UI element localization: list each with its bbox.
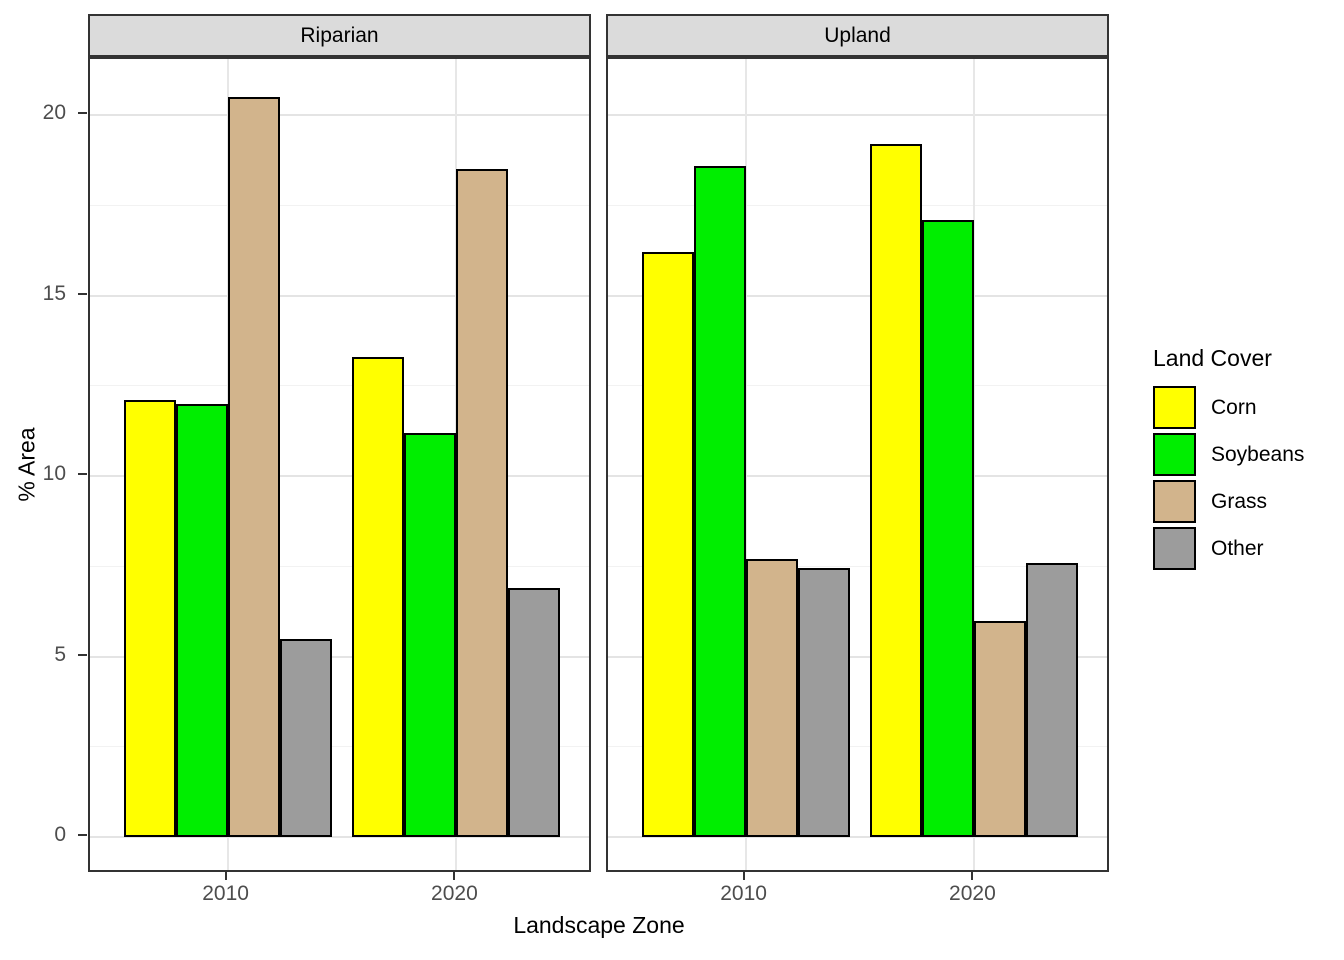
x-tick-label: 2010 [720, 882, 767, 905]
major-gridline [90, 475, 589, 478]
x-tick-mark [971, 872, 974, 880]
major-gridline [90, 113, 589, 116]
minor-gridline [608, 204, 1107, 206]
x-tick-mark [453, 872, 456, 880]
legend-key-swatch [1153, 386, 1196, 429]
x-tick-label: 2010 [202, 882, 249, 905]
bar-other-2010 [797, 568, 850, 838]
facet-strip-label: Upland [824, 23, 891, 47]
bar-other-2020 [1026, 562, 1079, 838]
legend: Land Cover Corn Soybeans Grass Other [1153, 345, 1304, 574]
major-gridline [608, 475, 1107, 478]
y-tick-mark [78, 653, 87, 656]
bar-corn-2010 [641, 252, 694, 838]
major-gridline [90, 836, 589, 839]
facet-strip-label: Riparian [300, 23, 379, 47]
y-tick-mark [78, 292, 87, 295]
x-tick-label: 2020 [949, 882, 996, 905]
bar-grass-2010 [745, 559, 798, 838]
bar-other-2020 [508, 588, 561, 838]
major-gridline [608, 294, 1107, 297]
y-tick-label: 0 [54, 823, 66, 847]
y-tick-mark [78, 111, 87, 114]
vertical-gridline [744, 59, 747, 870]
bar-grass-2020 [456, 169, 509, 838]
bar-soybeans-2020 [404, 432, 457, 838]
bar-soybeans-2010 [175, 403, 228, 838]
facet-strip: Riparian [88, 14, 591, 57]
bar-corn-2020 [352, 356, 405, 838]
legend-item-label: Other [1211, 537, 1264, 560]
legend-item-grass: Grass [1153, 480, 1272, 523]
facet-panel-riparian: Riparian [88, 14, 591, 872]
minor-gridline [90, 204, 589, 206]
bar-grass-2010 [227, 96, 280, 838]
major-gridline [608, 836, 1107, 839]
bar-grass-2020 [974, 620, 1027, 838]
minor-gridline [90, 746, 589, 748]
x-tick-label: 2020 [431, 882, 478, 905]
legend-key-swatch [1153, 527, 1196, 570]
minor-gridline [90, 565, 589, 567]
legend-item-soybeans: Soybeans [1153, 433, 1304, 476]
plot-area [606, 57, 1109, 872]
y-tick-label: 10 [42, 462, 66, 486]
x-axis-title: Landscape Zone [513, 912, 685, 938]
y-tick-label: 5 [54, 642, 66, 666]
minor-gridline [608, 746, 1107, 748]
x-tick-mark [742, 872, 745, 880]
legend-item-label: Soybeans [1211, 443, 1305, 466]
minor-gridline [608, 565, 1107, 567]
major-gridline [608, 113, 1107, 116]
y-tick-label: 15 [42, 281, 66, 305]
legend-item-other: Other [1153, 527, 1272, 570]
y-tick-mark [78, 473, 87, 476]
legend-item-label: Corn [1211, 396, 1257, 419]
plot-area [88, 57, 591, 872]
minor-gridline [608, 385, 1107, 387]
bar-soybeans-2010 [693, 165, 746, 838]
major-gridline [90, 655, 589, 658]
bar-corn-2020 [870, 143, 923, 838]
legend-item-label: Grass [1211, 490, 1268, 513]
bar-corn-2010 [123, 400, 176, 838]
major-gridline [90, 294, 589, 297]
legend-title: Land Cover [1153, 345, 1272, 371]
y-tick-mark [78, 834, 87, 837]
bar-other-2010 [279, 638, 332, 838]
legend-item-corn: Corn [1153, 386, 1272, 429]
legend-key-swatch [1153, 433, 1196, 476]
vertical-gridline [973, 59, 976, 870]
bar-soybeans-2020 [922, 219, 975, 838]
x-tick-mark [224, 872, 227, 880]
facet-panel-upland: Upland [606, 14, 1109, 872]
y-tick-label: 20 [42, 100, 66, 124]
minor-gridline [90, 385, 589, 387]
major-gridline [608, 655, 1107, 658]
facet-strip: Upland [606, 14, 1109, 57]
legend-key-swatch [1153, 480, 1196, 523]
legend-items: Corn Soybeans Grass Other [1153, 386, 1304, 570]
